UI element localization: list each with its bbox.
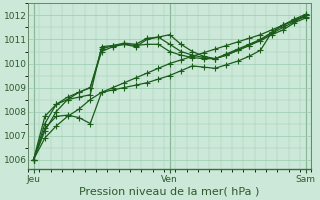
X-axis label: Pression niveau de la mer( hPa ): Pression niveau de la mer( hPa ): [79, 187, 260, 197]
